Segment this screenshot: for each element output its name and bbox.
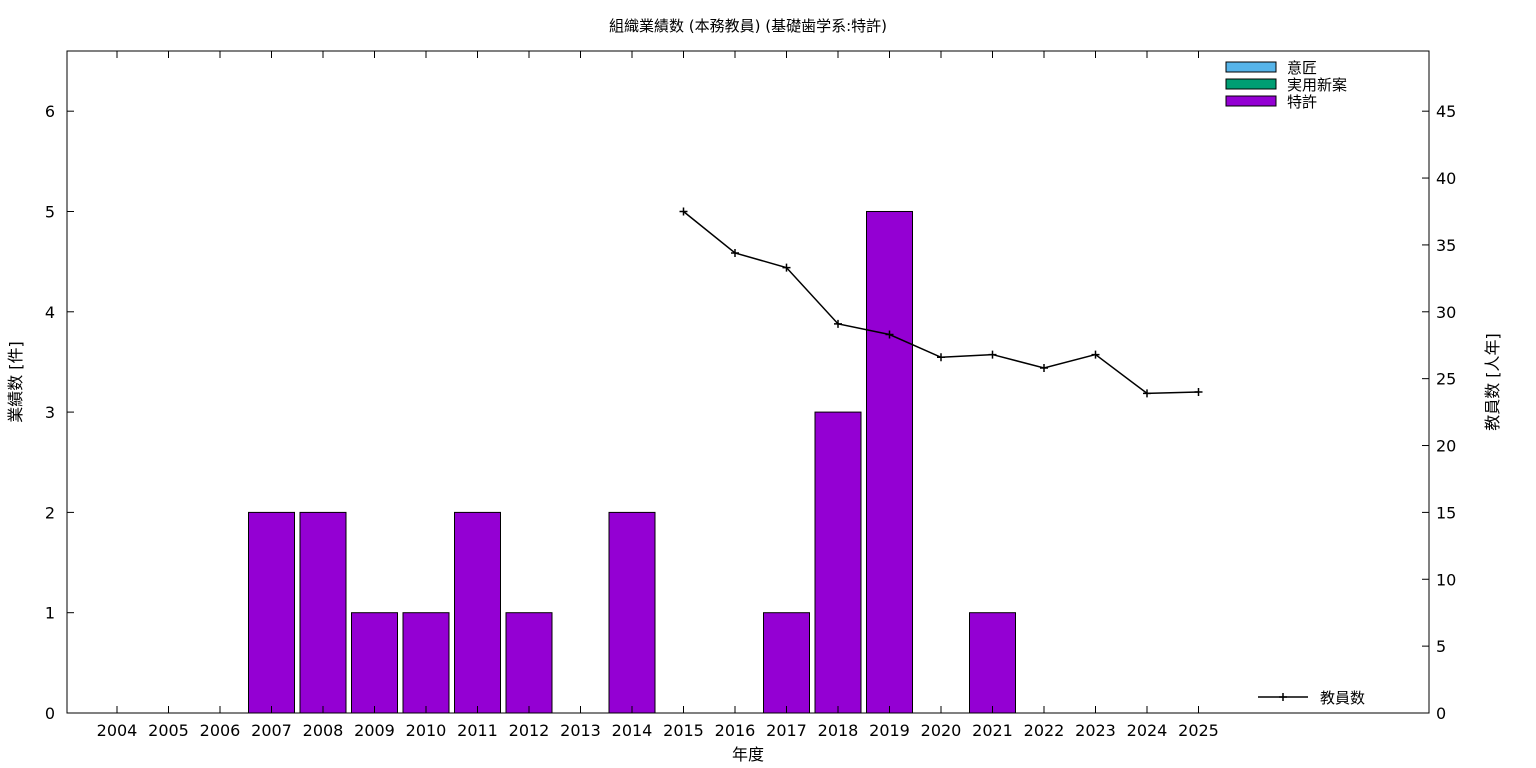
x-tick-label-2005: 2005 <box>148 721 189 740</box>
y2-tick-label-0: 0 <box>1436 704 1446 723</box>
point-教員数-2023 <box>1091 350 1100 359</box>
y-axis-label-right: 教員数 [人年] <box>1483 333 1502 431</box>
point-教員数-2020 <box>937 353 945 362</box>
y2-tick-label-45: 45 <box>1436 102 1456 121</box>
legend-swatch-特許 <box>1225 95 1277 107</box>
y-tick-label-3: 3 <box>45 403 55 422</box>
y2-tick-label-30: 30 <box>1436 303 1456 322</box>
legend-label-特許: 特許 <box>1287 93 1317 111</box>
bar-特許-2021 <box>969 612 1016 714</box>
x-axis-label: 年度 <box>732 745 764 764</box>
point-教員数-2024 <box>1143 389 1151 398</box>
x-tick-label-2009: 2009 <box>354 721 395 740</box>
y-axis-right: 0 5 10 15 20 25 30 35 40 45 <box>1422 102 1456 723</box>
point-教員数-2021 <box>988 350 997 359</box>
y2-tick-label-35: 35 <box>1436 236 1456 255</box>
y2-tick-label-10: 10 <box>1436 570 1456 589</box>
x-tick-label-2012: 2012 <box>509 721 550 740</box>
bar-特許-2014 <box>608 511 656 714</box>
bar-layer <box>248 210 1016 714</box>
point-教員数-2019 <box>885 330 894 339</box>
x-tick-label-2019: 2019 <box>869 721 910 740</box>
bar-特許-2011 <box>454 511 501 714</box>
x-tick-label-2013: 2013 <box>560 721 601 740</box>
bar-特許-2007 <box>248 511 295 714</box>
legend-swatch-実用新案 <box>1225 78 1277 90</box>
y-axis-label-left: 業績数 [件] <box>6 341 25 423</box>
x-tick-label-2006: 2006 <box>200 721 241 740</box>
y-tick-label-5: 5 <box>45 202 55 221</box>
bar-特許-2010 <box>402 612 450 714</box>
point-教員数-2025 <box>1194 388 1203 397</box>
chart-title: 組織業績数 (本務教員) (基礎歯学系:特許) <box>609 17 887 35</box>
y2-tick-label-25: 25 <box>1436 370 1456 389</box>
x-tick-label-2014: 2014 <box>612 721 653 740</box>
x-tick-label-2010: 2010 <box>406 721 447 740</box>
y-tick-label-1: 1 <box>45 604 55 623</box>
bar-特許-2012 <box>505 612 553 714</box>
point-教員数-2015 <box>679 207 688 216</box>
legend-label-意匠: 意匠 <box>1287 59 1317 77</box>
bar-特許-2019 <box>866 210 913 714</box>
line-layer <box>679 207 1203 398</box>
bar-特許-2018 <box>814 411 862 714</box>
y-tick-label-6: 6 <box>45 102 55 121</box>
bar-特許-2009 <box>351 612 398 714</box>
legend-label-実用新案: 実用新案 <box>1287 76 1347 94</box>
x-tick-label-2011: 2011 <box>457 721 498 740</box>
y-tick-label-0: 0 <box>45 704 55 723</box>
legend-label-教員数: 教員数 <box>1320 689 1365 707</box>
x-tick-label-2017: 2017 <box>766 721 807 740</box>
x-tick-label-2022: 2022 <box>1024 721 1065 740</box>
legend-marker-教員数 <box>1279 693 1287 701</box>
x-tick-label-2016: 2016 <box>715 721 756 740</box>
legend-swatch-意匠 <box>1225 61 1277 73</box>
y2-tick-label-15: 15 <box>1436 503 1456 522</box>
point-教員数-2017 <box>782 263 791 272</box>
x-tick-label-2015: 2015 <box>663 721 704 740</box>
x-tick-label-2024: 2024 <box>1127 721 1168 740</box>
y-axis-left: 0 1 2 3 4 5 6 <box>45 102 74 723</box>
y-tick-label-4: 4 <box>45 303 55 322</box>
point-教員数-2018 <box>834 319 842 328</box>
x-tick-label-2023: 2023 <box>1075 721 1116 740</box>
x-axis: 2004 2005 2006 2007 2008 2009 2010 2011 2012 2013… <box>97 51 1219 740</box>
y2-tick-label-40: 40 <box>1436 169 1456 188</box>
x-tick-label-2020: 2020 <box>921 721 962 740</box>
y-tick-label-2: 2 <box>45 503 55 522</box>
x-tick-label-2007: 2007 <box>251 721 292 740</box>
plot-frame <box>66 50 1430 714</box>
x-tick-label-2021: 2021 <box>972 721 1013 740</box>
x-tick-label-2008: 2008 <box>303 721 344 740</box>
point-教員数-2022 <box>1040 363 1048 372</box>
bar-特許-2008 <box>299 511 347 714</box>
y2-tick-label-20: 20 <box>1436 437 1456 456</box>
bar-特許-2017 <box>763 612 810 714</box>
x-tick-label-2004: 2004 <box>97 721 138 740</box>
y2-tick-label-5: 5 <box>1436 637 1446 656</box>
x-tick-label-2025: 2025 <box>1178 721 1219 740</box>
x-tick-label-2018: 2018 <box>818 721 859 740</box>
point-教員数-2016 <box>731 248 739 257</box>
